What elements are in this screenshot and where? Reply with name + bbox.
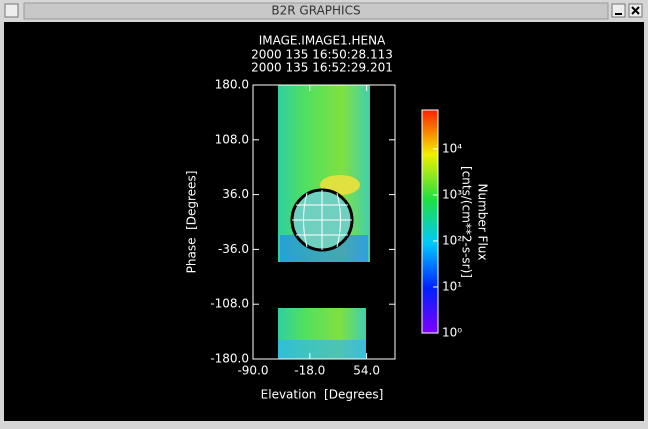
y-tick-label: -108.0	[210, 297, 249, 311]
window-title: B2R GRAPHICS	[271, 4, 360, 18]
plot-frame	[252, 84, 396, 360]
colorbar-tick-label: 10²	[442, 233, 462, 247]
colorbar-tick-label: 10¹	[442, 279, 462, 293]
y-tick-label: 180.0	[215, 78, 249, 92]
x-axis-label: Elevation [Degrees]	[261, 388, 384, 402]
globe-grid	[292, 190, 352, 250]
chart-title: IMAGE.IMAGE1.HENA	[259, 34, 386, 48]
y-tick-label: -36.0	[218, 242, 249, 256]
y-tick-label: -180.0	[210, 352, 249, 366]
image	[278, 85, 438, 359]
title-field	[23, 2, 609, 20]
x-tick-label: -90.0	[237, 364, 268, 378]
y-axis-label: Phase [Degrees]	[185, 171, 199, 274]
colorbar-tick-label: 10⁴	[442, 141, 462, 155]
minimize-button[interactable]	[611, 3, 626, 18]
colorbar-tick-label: 10³	[442, 187, 462, 201]
y-tick-label: 108.0	[215, 132, 249, 146]
x-tick-label: -18.0	[294, 364, 325, 378]
window-menu[interactable]	[4, 3, 19, 18]
colorbar-label: [cnts/(cm**2-s-sr)]	[460, 166, 474, 278]
subtitle: 2000 135 16:52:29.201	[251, 61, 393, 75]
close-icon	[631, 6, 640, 15]
subtitle: 2000 135 16:50:28.113	[251, 48, 393, 62]
y-tick-label: 36.0	[222, 187, 249, 201]
x-tick-label: 54.0	[353, 364, 380, 378]
title-bar: B2R GRAPHICS	[0, 0, 648, 22]
colorbar	[422, 110, 438, 333]
colorbar-tick-label: 10⁰	[442, 326, 462, 340]
flux-edge	[278, 340, 366, 359]
colorbar-frame	[421, 109, 439, 334]
colorbar-label: Number Flux	[476, 184, 490, 261]
